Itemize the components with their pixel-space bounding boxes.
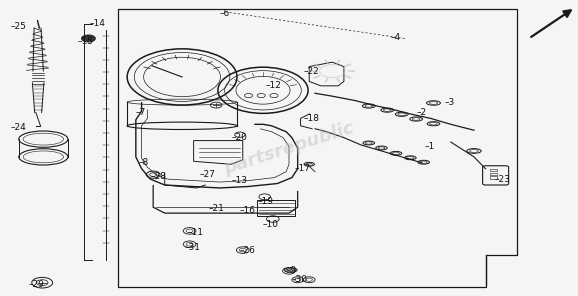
Text: –1: –1 [425, 142, 435, 151]
Text: –25: –25 [10, 22, 26, 31]
Text: –2: –2 [416, 108, 427, 117]
Bar [490, 176, 497, 179]
Text: partsrepublic: partsrepublic [221, 118, 357, 178]
Bar [490, 169, 497, 171]
Text: –31: –31 [185, 243, 201, 252]
Text: –17: –17 [295, 164, 311, 173]
Text: –18: –18 [303, 114, 320, 123]
Text: –12: –12 [266, 81, 281, 90]
Text: –7: –7 [136, 108, 146, 117]
Text: –8: –8 [139, 158, 149, 167]
Text: –27: –27 [199, 170, 215, 179]
Text: –29: –29 [29, 280, 45, 289]
Text: –21: –21 [208, 204, 224, 213]
Text: –4: –4 [390, 33, 401, 41]
Text: –19: –19 [257, 197, 273, 206]
Text: –28: –28 [150, 172, 166, 181]
Circle shape [81, 35, 95, 42]
Text: –24: –24 [10, 123, 26, 132]
Text: –6: –6 [220, 9, 230, 18]
Text: –14: –14 [90, 19, 105, 28]
Text: –15: –15 [78, 37, 94, 46]
Text: –22: –22 [303, 67, 319, 75]
Text: –3: –3 [445, 98, 455, 107]
Bar [490, 173, 497, 175]
Text: –23: –23 [494, 175, 510, 184]
Text: –10: –10 [263, 221, 279, 229]
Text: –13: –13 [231, 176, 247, 185]
Text: –26: –26 [240, 246, 255, 255]
Text: –30: –30 [292, 275, 308, 284]
Text: –9: –9 [286, 266, 297, 275]
Text: –16: –16 [240, 206, 256, 215]
Text: –20: –20 [231, 133, 247, 142]
Text: –11: –11 [188, 228, 204, 237]
